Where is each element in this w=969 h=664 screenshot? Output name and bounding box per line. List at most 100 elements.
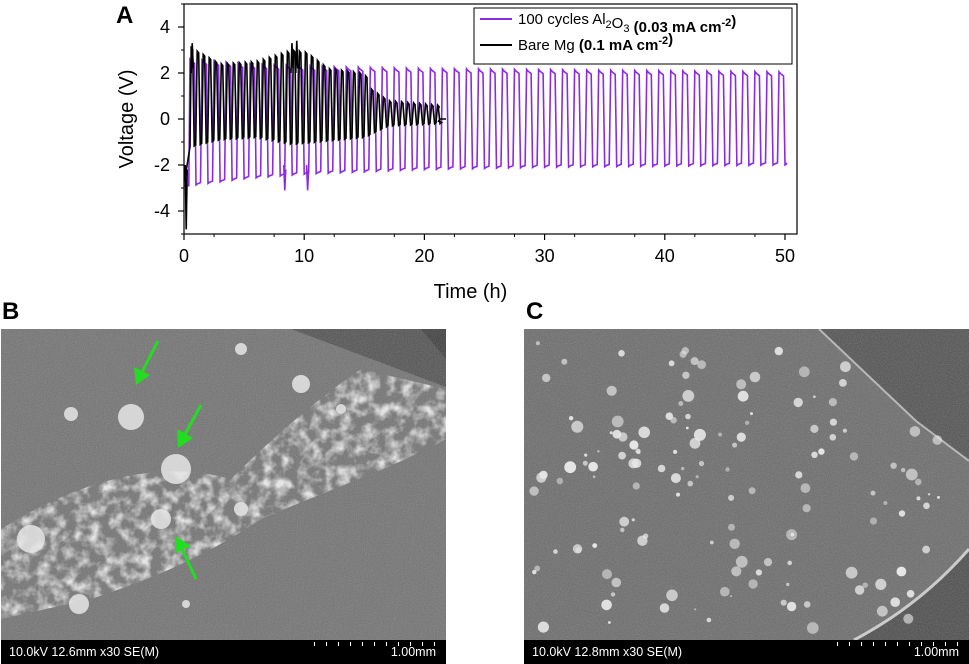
sem-particle xyxy=(693,428,706,441)
y-tick-label-3: 2 xyxy=(160,63,170,83)
x-tick-label-4: 40 xyxy=(655,246,675,266)
sem-particle xyxy=(659,603,670,613)
sem-particle xyxy=(676,492,680,497)
sem-particle xyxy=(629,440,639,450)
sem-scale-label-b: 1.00mm xyxy=(390,645,436,659)
sem-particle xyxy=(564,461,577,474)
sem-particle xyxy=(561,358,568,365)
x-tick-label-2: 20 xyxy=(414,246,434,266)
sem-particle xyxy=(749,371,761,383)
x-tick-label-3: 30 xyxy=(535,246,555,266)
sem-particle xyxy=(529,486,539,496)
sem-particle xyxy=(620,527,625,533)
sem-particle xyxy=(839,379,847,387)
sem-particle xyxy=(728,523,735,531)
green-arrows xyxy=(134,340,203,580)
sem-particle xyxy=(875,578,887,590)
voltage-time-chart: 0 10 20 30 40 50 -4 -2 0 2 4 Time (h) Voltage (V) 100… xyxy=(116,3,798,303)
sem-particle xyxy=(709,540,714,545)
sem-particle xyxy=(685,413,691,420)
sem-particle xyxy=(601,599,612,611)
sem-particle xyxy=(890,462,897,469)
sem-particle xyxy=(932,435,943,445)
sem-particle xyxy=(800,483,811,493)
sem-particle xyxy=(532,569,537,575)
sem-particle xyxy=(786,582,790,587)
sem-particle xyxy=(854,585,865,595)
sem-image-c: 10.0kV 12.8mm x30 SE(M) 1.00mm xyxy=(524,329,969,664)
sem-particle xyxy=(638,426,650,439)
y-tick-label-4: 4 xyxy=(160,17,170,37)
sem-particle xyxy=(584,453,588,457)
sem-particle xyxy=(542,373,551,383)
sem-particle xyxy=(803,601,811,608)
sem-particle xyxy=(736,432,746,442)
sem-particle xyxy=(729,538,740,549)
sem-particle xyxy=(611,415,624,428)
sem-particle xyxy=(869,517,878,525)
sem-particle xyxy=(725,467,730,472)
sem-particle xyxy=(870,490,876,496)
legend-entry-1: Bare Mg (0.1 mA cm-2) xyxy=(518,31,673,54)
sem-particle xyxy=(818,448,825,455)
x-tick-label-5: 50 xyxy=(775,246,795,266)
sem-particle xyxy=(642,533,649,539)
x-axis-label: Time (h) xyxy=(434,281,508,303)
sem-particle xyxy=(780,599,787,606)
sem-particle xyxy=(553,549,558,554)
sem-particle xyxy=(787,560,792,566)
sem-particle xyxy=(905,468,918,481)
sem-particle xyxy=(903,613,914,624)
sem-particle xyxy=(842,428,847,433)
sem-particle xyxy=(666,589,678,602)
sem-particle xyxy=(636,450,641,455)
sem-texture-c xyxy=(524,329,969,640)
sem-particle xyxy=(811,451,818,458)
sem-particle xyxy=(732,442,738,448)
sem-particle xyxy=(597,450,600,453)
sem-scalebar-b xyxy=(314,642,435,648)
sem-particle xyxy=(901,467,906,473)
panel-label-a: A xyxy=(116,2,134,29)
sem-particle xyxy=(682,390,695,402)
sem-particle xyxy=(618,350,625,357)
sem-particle xyxy=(668,360,675,367)
sem-particle xyxy=(849,452,859,461)
sem-particle xyxy=(612,429,622,439)
sem-particle xyxy=(798,366,810,378)
sem-particle xyxy=(806,622,819,634)
sem-particle xyxy=(735,555,748,568)
sem-particle xyxy=(537,621,549,633)
series-spike-0-0 xyxy=(282,164,287,191)
sem-particle xyxy=(909,426,921,437)
panel-label-c: C xyxy=(526,298,544,325)
sem-particle xyxy=(571,420,584,433)
sem-particle xyxy=(681,466,685,471)
y-tick-label-1: -2 xyxy=(154,155,170,175)
x-tick-label-0: 0 xyxy=(179,246,189,266)
sem-particle xyxy=(829,434,837,441)
series-spike-1-2 xyxy=(294,40,299,74)
sem-particle xyxy=(568,416,574,421)
sem-particle xyxy=(582,460,588,466)
series-spike-0-1 xyxy=(305,164,310,191)
sem-particle xyxy=(689,437,701,449)
y-axis-label: Voltage (V) xyxy=(116,70,138,169)
sem-particle xyxy=(813,395,816,398)
sem-particle xyxy=(694,608,697,611)
sem-particle xyxy=(698,460,705,467)
sem-particle xyxy=(737,390,749,402)
sem-particle xyxy=(728,494,735,501)
sem-particle xyxy=(828,398,837,407)
sem-particle xyxy=(793,397,803,408)
sem-particle xyxy=(876,605,888,617)
sem-particle xyxy=(720,586,730,597)
sem-particle xyxy=(745,420,750,425)
series-spike-1-1 xyxy=(290,43,294,74)
sem-particle xyxy=(556,477,564,485)
legend-entry-0: 100 cycles Al2O3 (0.03 mA cm-2) xyxy=(518,11,736,36)
sem-particle xyxy=(927,493,931,496)
sem-image-b: 10.0kV 12.6mm x30 SE(M) 1.00mm xyxy=(1,329,446,664)
sem-particle xyxy=(657,464,666,473)
sem-particle xyxy=(786,601,797,612)
